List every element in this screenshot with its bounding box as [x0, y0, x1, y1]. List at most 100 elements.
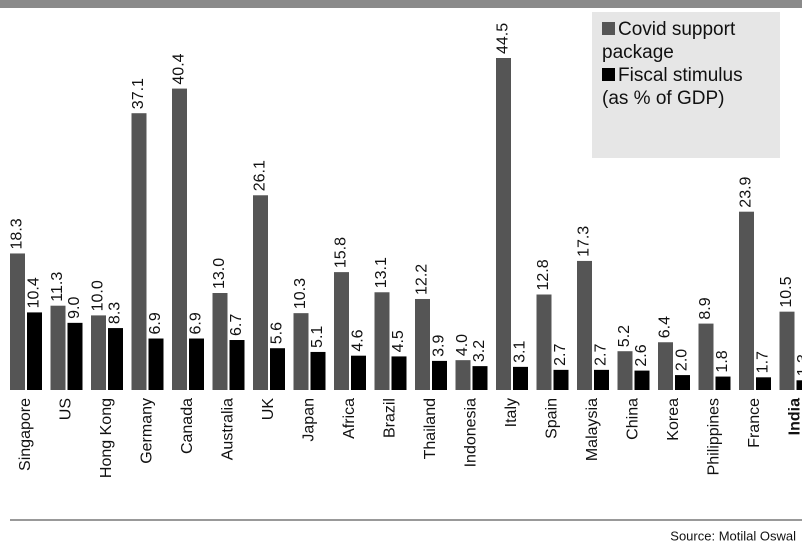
x-tick-label: Brazil: [382, 398, 399, 438]
value-label: 1.8: [714, 350, 731, 372]
bar: [675, 375, 690, 390]
legend: Covid support package Fiscal stimulus (as…: [592, 12, 780, 158]
legend-label: Covid support package: [602, 19, 736, 63]
bar: [229, 340, 245, 390]
value-label: 2.0: [674, 349, 691, 371]
value-label: 10.4: [26, 277, 43, 308]
x-tick-label: Spain: [544, 398, 561, 439]
bar: [108, 328, 123, 390]
value-label: 6.9: [188, 312, 205, 334]
value-label: 6.7: [228, 314, 245, 336]
x-tick-label: Hong Kong: [98, 398, 115, 478]
value-label: 5.6: [269, 322, 286, 344]
bar: [617, 351, 633, 390]
x-tick-label: Korea: [665, 398, 682, 441]
bar: [432, 360, 447, 390]
bar: [148, 338, 164, 390]
x-tick-label: UK: [260, 398, 277, 421]
legend-swatch: [602, 68, 615, 81]
bar: [796, 380, 802, 390]
bar: [91, 315, 106, 390]
value-label: 3.9: [431, 335, 448, 357]
value-label: 40.4: [171, 53, 188, 84]
bar: [577, 260, 592, 390]
value-label: 1.7: [755, 351, 772, 373]
value-label: 44.5: [495, 23, 512, 54]
bar: [334, 272, 349, 390]
value-label: 4.6: [350, 329, 367, 351]
bar: [212, 293, 228, 390]
bar: [310, 351, 326, 390]
bar: [374, 292, 390, 390]
value-label: 4.0: [454, 334, 471, 356]
bar: [172, 88, 187, 391]
value-label: 8.3: [107, 302, 124, 324]
bar: [472, 366, 488, 390]
value-label: 13.0: [211, 258, 228, 289]
value-label: 2.7: [593, 344, 610, 366]
x-tick-label: India: [787, 398, 802, 435]
bar: [189, 338, 204, 390]
bar: [270, 348, 285, 390]
photo-strip: [0, 0, 802, 8]
value-label: 12.8: [535, 259, 552, 290]
value-label: 18.3: [9, 218, 26, 249]
bar: [391, 356, 407, 390]
value-label: 5.1: [309, 326, 326, 348]
x-tick-label: Malaysia: [584, 398, 601, 461]
value-label: 3.2: [471, 340, 488, 362]
bar: [698, 323, 714, 390]
x-tick-label: Australia: [220, 398, 237, 460]
bar: [756, 377, 771, 390]
value-label: 10.5: [778, 276, 795, 307]
bar: [351, 355, 366, 390]
x-tick-label: Philippines: [706, 398, 723, 475]
bar: [634, 370, 650, 390]
bar: [455, 360, 471, 390]
x-tick-label: Germany: [139, 398, 156, 464]
bar: [27, 312, 42, 390]
bar: [715, 376, 731, 390]
value-label: 26.1: [252, 160, 269, 191]
bar: [779, 311, 795, 390]
x-tick-label: US: [58, 398, 75, 420]
bar: [253, 195, 268, 390]
bar: [594, 369, 609, 390]
value-label: 5.2: [616, 325, 633, 347]
value-label: 17.3: [576, 226, 593, 257]
bar: [131, 113, 147, 391]
x-tick-label: Singapore: [17, 398, 34, 471]
legend-item: Fiscal stimulus (as % of GDP): [602, 64, 774, 110]
value-label: 2.6: [633, 344, 650, 366]
legend-swatch: [602, 22, 615, 35]
x-tick-label: Canada: [179, 398, 196, 454]
value-label: 2.7: [552, 344, 569, 366]
bar: [50, 305, 66, 390]
bar: [513, 366, 528, 390]
value-label: 13.1: [373, 257, 390, 288]
legend-label: Fiscal stimulus (as % of GDP): [602, 65, 743, 109]
value-label: 8.9: [697, 297, 714, 319]
bar: [415, 298, 430, 390]
x-tick-label: Italy: [503, 398, 520, 427]
value-label: 10.0: [90, 280, 107, 311]
value-label: 10.3: [292, 278, 309, 309]
value-label: 1.3: [795, 354, 802, 376]
legend-item: Covid support package: [602, 18, 774, 64]
bar: [10, 253, 25, 390]
bar: [67, 322, 83, 390]
value-label: 4.5: [390, 330, 407, 352]
value-label: 12.2: [414, 264, 431, 295]
bar: [293, 313, 309, 390]
value-label: 6.9: [147, 312, 164, 334]
bar: [658, 342, 673, 390]
x-tick-label: China: [625, 398, 642, 440]
x-tick-label: Indonesia: [463, 398, 480, 467]
bar: [553, 369, 569, 390]
x-tick-label: France: [746, 398, 763, 448]
bar: [739, 211, 754, 390]
value-label: 11.3: [49, 272, 66, 302]
value-label: 6.4: [657, 316, 674, 338]
